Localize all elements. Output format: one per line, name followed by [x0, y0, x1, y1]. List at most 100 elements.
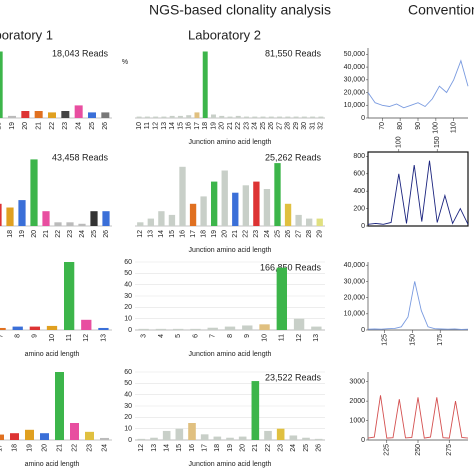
- x-axis-label: Junction amino acid length: [189, 139, 272, 146]
- bar: [78, 223, 86, 226]
- x-tick-label: 14: [164, 444, 171, 452]
- x-tick-label: 225: [384, 444, 391, 456]
- bar: [30, 159, 38, 226]
- x-tick-label: 80: [397, 122, 404, 130]
- x-tick-label: 10: [261, 334, 268, 342]
- bar: [0, 51, 3, 118]
- bar: [232, 192, 239, 226]
- bar: [101, 112, 110, 118]
- reads-label: 166,850 Reads: [260, 262, 322, 272]
- bar: [200, 196, 207, 226]
- x-tick-label: 20: [31, 230, 38, 238]
- x-tick-label: 20: [222, 230, 229, 238]
- x-tick-label: 17: [190, 230, 197, 238]
- x-tick-label: 12: [137, 230, 144, 238]
- x-tick-label: 18: [214, 444, 221, 452]
- bar: [175, 428, 184, 440]
- y-tick-label: 20,000: [344, 89, 366, 96]
- column-header: Conventional: [408, 2, 474, 18]
- x-tick-label: 27: [295, 230, 302, 238]
- y-tick-label: 30,000: [344, 278, 366, 285]
- x-tick-label: 19: [9, 122, 16, 130]
- bar: [21, 111, 30, 118]
- bar: [155, 328, 167, 330]
- x-tick-label: 26: [103, 230, 110, 238]
- bar: [285, 116, 291, 118]
- y-tick-label: 60: [124, 369, 132, 376]
- x-tick-label: 29: [317, 230, 324, 238]
- bar: [144, 116, 150, 118]
- bar: [168, 214, 176, 226]
- bar: [293, 116, 299, 118]
- bar: [46, 325, 58, 330]
- x-tick-label: 25: [274, 230, 281, 238]
- y-tick-label: 200: [353, 205, 365, 212]
- bar: [189, 203, 197, 226]
- bar: [90, 211, 98, 226]
- x-tick-label: 26: [316, 444, 323, 452]
- x-tick-label: 19: [227, 444, 234, 452]
- x-tick-label: 21: [232, 230, 239, 238]
- bar: [276, 267, 287, 330]
- x-tick-label: 16: [179, 230, 186, 238]
- bar: [235, 115, 241, 118]
- bar: [284, 203, 292, 226]
- bar: [153, 116, 159, 118]
- x-tick-label: 19: [211, 230, 218, 238]
- x-axis-label: amino acid length: [25, 461, 80, 468]
- bar: [259, 324, 270, 330]
- reads-label: 18,043 Reads: [52, 48, 109, 58]
- x-tick-label: 17: [0, 444, 3, 452]
- y-tick-label: 0: [361, 327, 365, 334]
- bar: [29, 326, 40, 330]
- y-tick-label: 40,000: [344, 262, 366, 269]
- bar: [177, 115, 183, 118]
- x-tick-label: 5: [175, 334, 182, 338]
- x-tick-label: 22: [49, 122, 56, 130]
- bar: [276, 428, 285, 440]
- x-tick-label: 12: [83, 334, 90, 342]
- bar: [179, 166, 186, 226]
- x-tick-label: 8: [227, 334, 234, 338]
- y-tick-label: 10,000: [344, 311, 366, 318]
- bar: [0, 327, 6, 330]
- x-tick-label: 22: [71, 444, 78, 452]
- y-tick-label: 50,000: [344, 51, 366, 58]
- x-tick-label: 22: [265, 444, 272, 452]
- bar: [221, 170, 228, 226]
- x-tick-label: 12: [138, 444, 145, 452]
- bar: [263, 189, 271, 226]
- y-tick-label: 20: [124, 414, 132, 421]
- x-tick-label: 20: [22, 122, 29, 130]
- reads-label: 25,262 Reads: [265, 152, 322, 162]
- x-tick-label: 23: [86, 444, 93, 452]
- x-tick-label: 24: [264, 230, 271, 238]
- bar: [289, 435, 298, 440]
- bar: [301, 116, 307, 118]
- x-tick-label: 26: [102, 122, 109, 130]
- y-tick-label: 400: [353, 188, 365, 195]
- bar: [137, 438, 146, 440]
- x-tick-label: 9: [32, 334, 39, 338]
- bar: [260, 116, 266, 118]
- y-tick-label: 0: [128, 437, 132, 444]
- bar: [48, 112, 56, 118]
- bar: [98, 327, 109, 330]
- bar: [40, 433, 49, 440]
- x-tick-label: 21: [36, 122, 43, 130]
- x-tick-label: 20: [240, 444, 247, 452]
- x-tick-label: 21: [43, 230, 50, 238]
- x-tick-label: 23: [253, 230, 260, 238]
- bar: [311, 326, 322, 330]
- x-tick-label: 28: [285, 122, 292, 130]
- bar: [138, 328, 149, 330]
- y-tick-label: 30: [124, 403, 132, 410]
- bar: [85, 431, 94, 440]
- bar: [306, 218, 313, 226]
- bar: [188, 423, 196, 440]
- x-tick-label: 18: [7, 230, 14, 238]
- x-tick-label: 17: [0, 230, 2, 238]
- x-axis-label: amino acid length: [25, 351, 80, 358]
- reads-label: 81,550 Reads: [265, 48, 322, 58]
- x-tick-label: 12: [152, 122, 159, 130]
